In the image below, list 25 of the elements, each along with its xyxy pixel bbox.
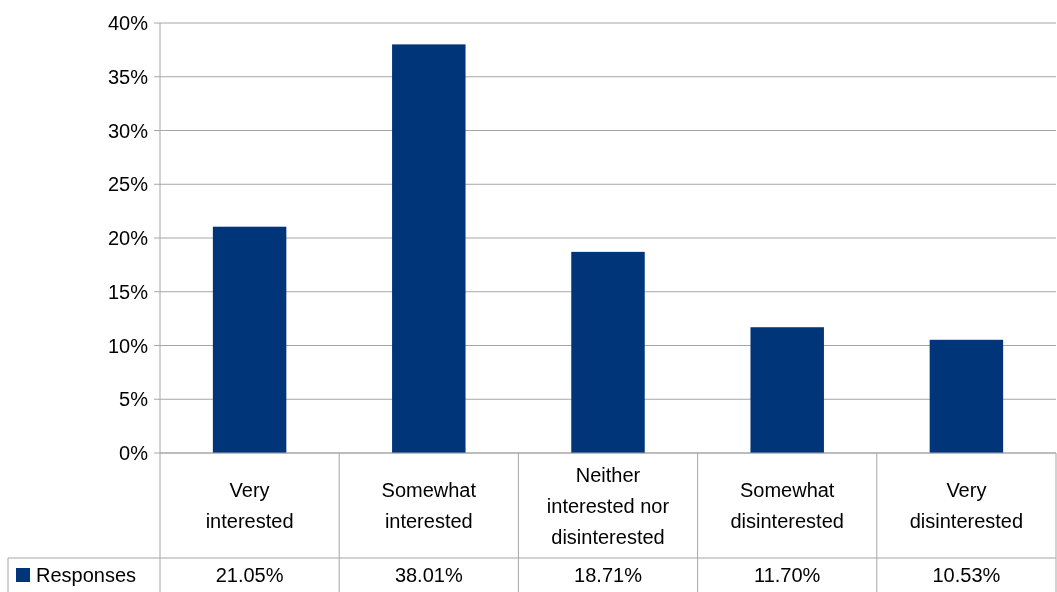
bar: [571, 251, 645, 453]
data-label: 38.01%: [394, 564, 463, 586]
data-label: 10.53%: [932, 564, 1001, 586]
y-tick-label: 15%: [107, 280, 149, 303]
bar: [929, 339, 1004, 453]
y-tick-label: 20%: [107, 227, 149, 249]
data-label: 11.70%: [754, 564, 821, 586]
y-tick-label: 40%: [107, 12, 149, 34]
legend-label: Responses: [36, 564, 137, 586]
x-tick-label: Neither interested nor disinterested: [546, 463, 670, 548]
x-tick-label: Somewhat disinterested: [730, 479, 844, 532]
data-label: 21.05%: [215, 564, 284, 586]
y-tick-label: 35%: [107, 65, 149, 88]
bar: [212, 226, 287, 453]
x-tick-label: Very disinterested: [909, 479, 1024, 532]
bar: [750, 327, 824, 453]
y-tick-label: 5%: [119, 388, 149, 411]
bar: [392, 44, 466, 453]
x-tick-label: Very interested: [205, 479, 294, 532]
x-tick-label: Somewhat interested: [381, 479, 477, 532]
y-tick-label: 10%: [107, 334, 149, 357]
data-label: 18.71%: [574, 564, 643, 586]
y-tick-label: 25%: [107, 173, 149, 196]
y-tick-label: 0%: [119, 442, 149, 464]
y-tick-label: 30%: [107, 119, 149, 142]
